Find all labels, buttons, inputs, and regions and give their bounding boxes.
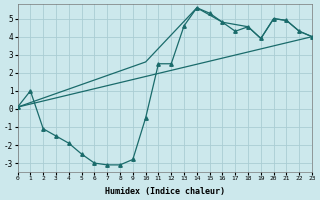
- X-axis label: Humidex (Indice chaleur): Humidex (Indice chaleur): [105, 187, 225, 196]
